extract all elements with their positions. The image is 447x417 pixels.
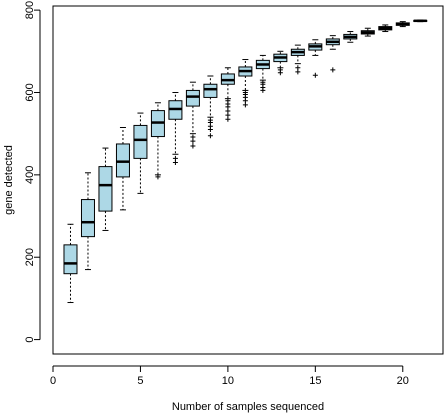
box-body (80, 199, 95, 238)
outlier-point (225, 116, 231, 122)
box-8 (185, 81, 200, 149)
x-tick-label: 5 (137, 375, 143, 387)
box-body (98, 166, 113, 212)
outlier-point (190, 143, 196, 149)
outlier-point (242, 102, 248, 108)
box-14 (290, 44, 305, 75)
plot-frame (52, 5, 444, 355)
outlier-point (207, 133, 213, 139)
box-5 (133, 112, 148, 194)
box-20 (395, 21, 410, 28)
box-21 (413, 19, 428, 23)
box-6 (150, 102, 165, 180)
y-tick-label: 0 (24, 337, 36, 343)
y-axis-label: gene detected (3, 145, 15, 215)
x-tick-label: 10 (222, 375, 234, 387)
outlier-point (172, 159, 178, 165)
box-17 (343, 31, 358, 43)
box-body (185, 89, 200, 107)
x-tick-label: 15 (309, 375, 321, 387)
box-13 (273, 50, 288, 76)
box-series (63, 19, 428, 304)
box-12 (255, 54, 270, 93)
box-18 (360, 27, 375, 37)
outlier-point (277, 70, 283, 76)
outlier-point (260, 87, 266, 93)
y-tick-label: 400 (24, 166, 36, 184)
outlier-point (207, 127, 213, 133)
box-10 (220, 67, 235, 122)
box-1 (63, 223, 78, 304)
box-body (133, 124, 148, 159)
y-tick-label: 800 (24, 1, 36, 19)
y-tick-label: 600 (24, 83, 36, 101)
outlier-point (295, 69, 301, 75)
box-4 (115, 126, 130, 211)
x-tick-label: 20 (397, 375, 409, 387)
box-7 (168, 91, 183, 165)
box-9 (203, 75, 218, 139)
outlier-point (312, 72, 318, 78)
box-11 (238, 59, 253, 108)
box-body (63, 244, 78, 275)
box-body (203, 83, 218, 98)
box-19 (378, 24, 393, 33)
x-axis-label: Number of samples sequenced (172, 401, 324, 413)
y-tick-label: 200 (24, 248, 36, 266)
box-15 (308, 39, 323, 78)
outlier-point (155, 174, 161, 180)
x-tick-label: 0 (50, 375, 56, 387)
box-3 (98, 147, 113, 231)
outlier-point (190, 138, 196, 144)
y-axis: 0 200 400 600 800 (24, 1, 41, 343)
outlier-point (330, 67, 336, 73)
x-axis: 0 5 10 15 20 (50, 365, 409, 387)
box-2 (80, 172, 95, 271)
box-16 (325, 35, 340, 73)
